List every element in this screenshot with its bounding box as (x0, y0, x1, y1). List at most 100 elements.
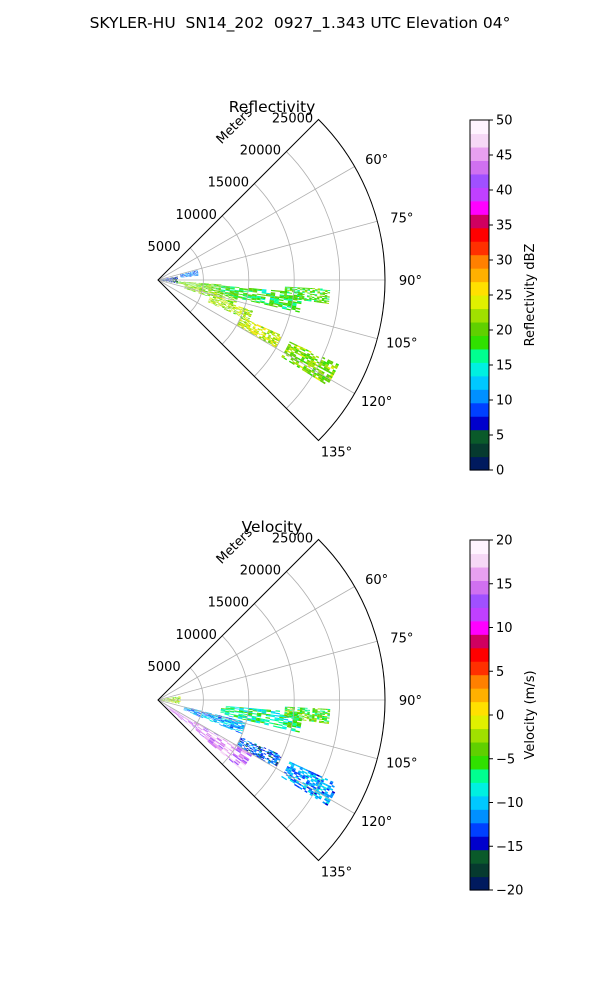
echo-cell (212, 743, 218, 748)
echo-cell (243, 314, 247, 316)
echo-cell (275, 756, 279, 759)
echo-cell (271, 333, 275, 336)
echo-cell (310, 791, 314, 795)
echo-cell (294, 763, 298, 767)
echo-cell (243, 757, 249, 762)
echo-cell (312, 288, 316, 290)
echo-cell (220, 290, 226, 292)
echo-cell (179, 713, 185, 718)
echo-cell (238, 721, 243, 724)
echo-cell (215, 301, 219, 304)
echo-cell (171, 702, 173, 703)
echo-cell (221, 299, 225, 301)
echo-cell (173, 282, 175, 283)
echo-cell (296, 352, 301, 356)
echo-cell (210, 301, 214, 303)
echo-cell (224, 299, 228, 302)
echo-cell (211, 300, 214, 302)
echo-cell (291, 362, 295, 366)
echo-cell (195, 286, 199, 288)
echo-cell (270, 341, 274, 344)
echo-cell (296, 360, 300, 363)
echo-cell (304, 784, 308, 788)
echo-cell (308, 300, 312, 302)
range-tick-label: 15000 (208, 176, 249, 191)
echo-cell (202, 728, 208, 733)
echo-cell (222, 306, 225, 308)
echo-cell (300, 346, 304, 350)
echo-cell (266, 758, 270, 761)
echo-cell (210, 736, 216, 741)
echo-cell (227, 721, 232, 724)
echo-cell (297, 709, 300, 711)
echo-cell (299, 709, 303, 711)
echo-cell (289, 353, 294, 357)
echo-cell (299, 712, 303, 714)
echo-cell (239, 289, 244, 291)
colorbar-segment (470, 715, 489, 730)
echo-cell (252, 752, 256, 755)
echo-cell (211, 286, 214, 288)
echo-cell (284, 287, 288, 289)
echo-cell (287, 301, 293, 304)
echo-cell (287, 344, 291, 348)
echo-cell (327, 785, 332, 788)
range-tick-label: 20000 (240, 144, 281, 159)
colorbar-segment (470, 553, 489, 568)
echo-cell (317, 778, 322, 782)
echo-cell (233, 761, 239, 766)
echo-cell (216, 299, 220, 301)
echo-cell (255, 752, 258, 755)
echo-cell (220, 291, 226, 293)
echo-cell (309, 355, 313, 359)
echo-cell (220, 709, 226, 712)
echo-cell (235, 730, 240, 733)
echo-cell (316, 361, 320, 364)
echo-cell (234, 724, 238, 727)
echo-cell (231, 722, 235, 725)
echo-cell (220, 291, 224, 293)
echo-cell (307, 712, 310, 714)
echo-cell (203, 716, 207, 719)
echo-cell (248, 290, 253, 293)
echo-cell (243, 713, 248, 716)
echo-cell (233, 301, 237, 303)
echo-cell (304, 709, 308, 711)
colorbar-segment (470, 540, 489, 555)
echo-cell (217, 735, 224, 740)
echo-cell (239, 287, 244, 290)
echo-region (236, 316, 282, 349)
echo-cell (330, 372, 335, 376)
echo-cell (297, 290, 300, 292)
echo-cell (187, 288, 191, 290)
echo-cell (313, 772, 318, 776)
colorbar-tick-label: −5 (496, 752, 515, 767)
echo-cell (273, 342, 276, 345)
echo-cell (216, 300, 220, 302)
echo-cell (173, 712, 179, 717)
echo-cell (183, 283, 186, 285)
echo-cell (261, 290, 267, 292)
echo-cell (215, 288, 219, 290)
echo-cell (206, 285, 209, 287)
echo-cell (199, 288, 203, 290)
echo-cell (247, 740, 250, 743)
echo-cell (220, 721, 224, 723)
echo-cell (186, 272, 188, 274)
echo-cell (266, 337, 270, 340)
echo-cell (262, 334, 266, 337)
echo-cell (173, 701, 176, 703)
echo-cell (321, 790, 325, 794)
echo-cell (277, 726, 283, 729)
echo-cell (214, 298, 218, 300)
echo-cell (276, 341, 279, 344)
echo-cell (301, 776, 305, 780)
echo-cell (304, 710, 308, 712)
echo-cell (226, 303, 229, 305)
echo-cell (245, 743, 249, 746)
echo-cell (203, 285, 207, 287)
echo-cell (257, 709, 262, 712)
echo-cell (302, 347, 307, 351)
echo-cell (320, 288, 323, 290)
echo-cell (248, 314, 252, 316)
